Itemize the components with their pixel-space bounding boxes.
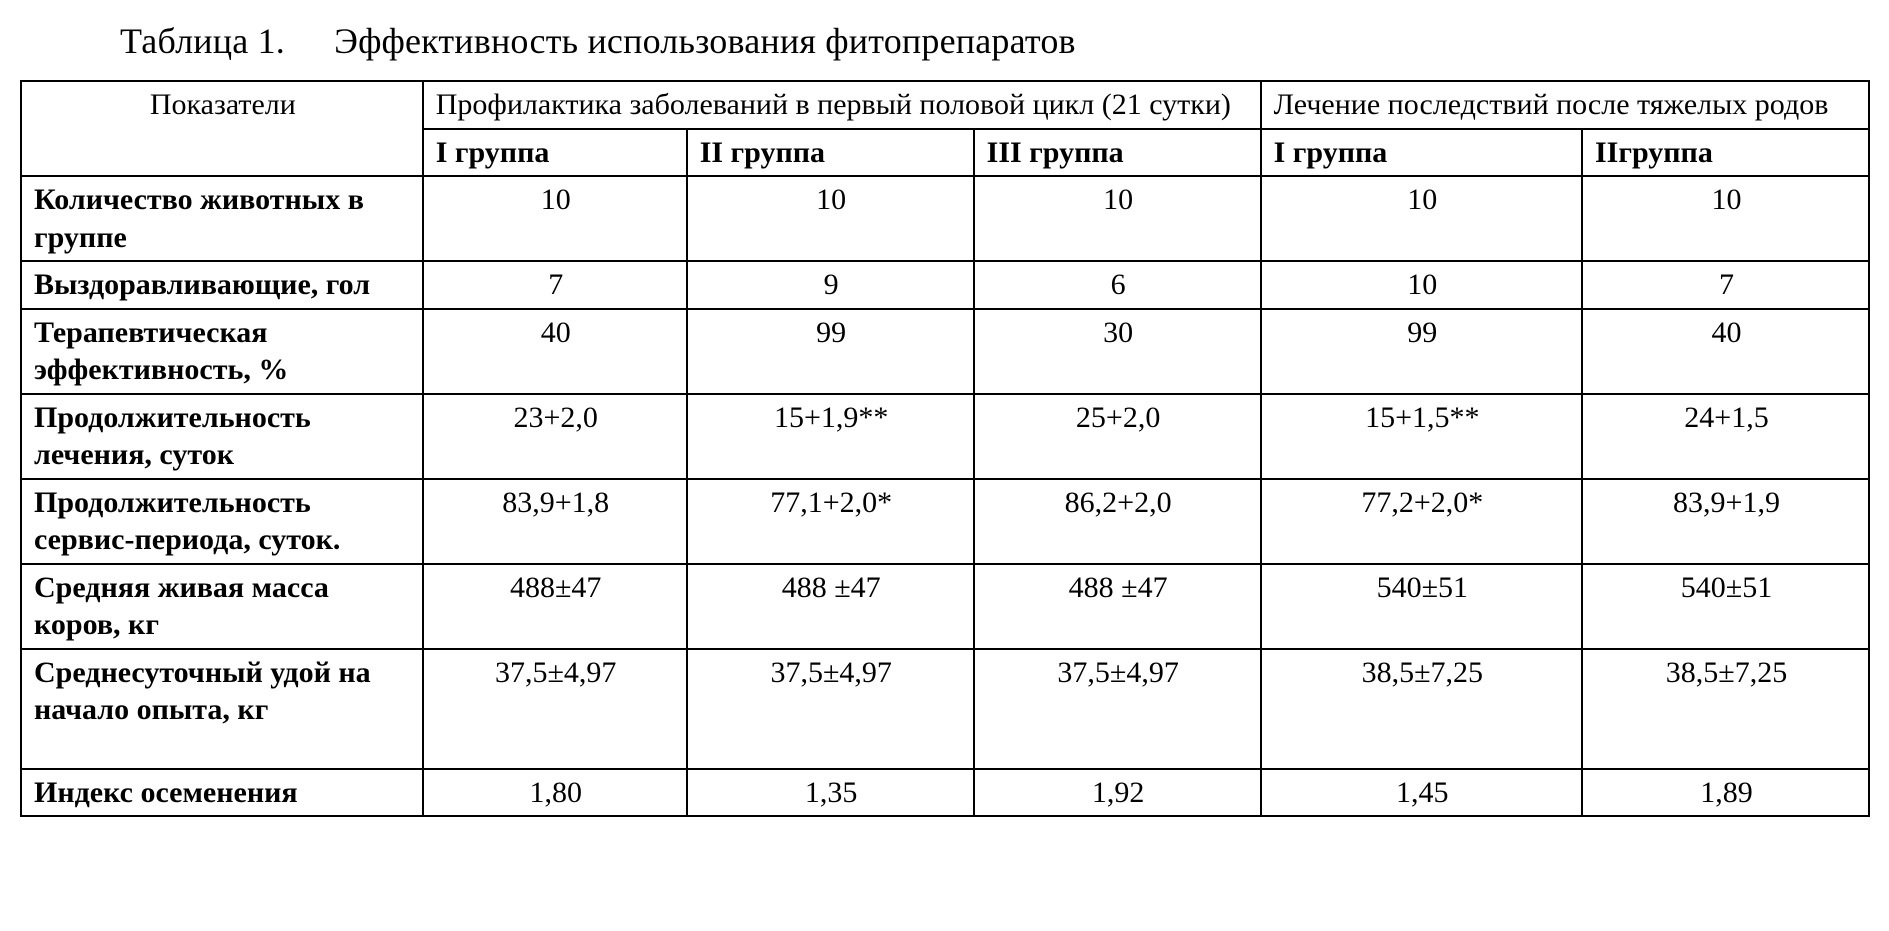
row-value: 10 bbox=[1261, 261, 1582, 309]
table-caption: Таблица 1. Эффективность использования ф… bbox=[120, 20, 1869, 62]
row-value: 7 bbox=[1582, 261, 1869, 309]
row-label: Продолжительность лечения, суток bbox=[21, 394, 423, 479]
row-value: 37,5±4,97 bbox=[423, 649, 687, 769]
row-value: 86,2+2,0 bbox=[974, 479, 1261, 564]
row-value: 23+2,0 bbox=[423, 394, 687, 479]
row-value: 40 bbox=[1582, 309, 1869, 394]
row-value: 24+1,5 bbox=[1582, 394, 1869, 479]
row-value: 1,92 bbox=[974, 769, 1261, 817]
header-group-b: Лечение последствий после тяжелых родов bbox=[1261, 81, 1869, 129]
header-group-a: Профилактика заболеваний в первый полово… bbox=[423, 81, 1261, 129]
row-value: 7 bbox=[423, 261, 687, 309]
row-value: 15+1,9** bbox=[687, 394, 974, 479]
table-row: Продолжительность сервис-периода, суток.… bbox=[21, 479, 1869, 564]
row-value: 99 bbox=[687, 309, 974, 394]
row-value: 37,5±4,97 bbox=[974, 649, 1261, 769]
row-value: 38,5±7,25 bbox=[1582, 649, 1869, 769]
row-value: 540±51 bbox=[1261, 564, 1582, 649]
row-value: 6 bbox=[974, 261, 1261, 309]
row-value: 1,35 bbox=[687, 769, 974, 817]
table-row: Количество животных в группе 10 10 10 10… bbox=[21, 176, 1869, 261]
row-value: 10 bbox=[1261, 176, 1582, 261]
row-value: 77,1+2,0* bbox=[687, 479, 974, 564]
row-label: Терапевтическая эффективность, % bbox=[21, 309, 423, 394]
row-value: 25+2,0 bbox=[974, 394, 1261, 479]
row-label: Продолжительность сервис-периода, суток. bbox=[21, 479, 423, 564]
row-label: Средняя живая масса коров, кг bbox=[21, 564, 423, 649]
data-table: Показатели Профилактика заболеваний в пе… bbox=[20, 80, 1870, 817]
row-value: 10 bbox=[1582, 176, 1869, 261]
row-value: 488±47 bbox=[423, 564, 687, 649]
row-label: Количество животных в группе bbox=[21, 176, 423, 261]
table-header-row-1: Показатели Профилактика заболеваний в пе… bbox=[21, 81, 1869, 129]
row-value: 10 bbox=[974, 176, 1261, 261]
row-value: 38,5±7,25 bbox=[1261, 649, 1582, 769]
header-sub-b1: I группа bbox=[1261, 129, 1582, 177]
row-value: 488 ±47 bbox=[687, 564, 974, 649]
header-sub-a1: I группа bbox=[423, 129, 687, 177]
row-value: 15+1,5** bbox=[1261, 394, 1582, 479]
row-value: 10 bbox=[687, 176, 974, 261]
row-value: 1,89 bbox=[1582, 769, 1869, 817]
header-sub-a3: III группа bbox=[974, 129, 1261, 177]
row-value: 99 bbox=[1261, 309, 1582, 394]
table-row: Индекс осеменения 1,80 1,35 1,92 1,45 1,… bbox=[21, 769, 1869, 817]
row-value: 83,9+1,8 bbox=[423, 479, 687, 564]
header-sub-b2: IIгруппа bbox=[1582, 129, 1869, 177]
table-title: Эффективность использования фитопрепарат… bbox=[334, 21, 1076, 61]
header-indicators: Показатели bbox=[21, 81, 423, 176]
row-value: 83,9+1,9 bbox=[1582, 479, 1869, 564]
row-value: 37,5±4,97 bbox=[687, 649, 974, 769]
row-value: 10 bbox=[423, 176, 687, 261]
table-number: Таблица 1. bbox=[120, 20, 285, 62]
row-value: 9 bbox=[687, 261, 974, 309]
row-value: 77,2+2,0* bbox=[1261, 479, 1582, 564]
table-row: Выздоравливающие, гол 7 9 6 10 7 bbox=[21, 261, 1869, 309]
row-value: 30 bbox=[974, 309, 1261, 394]
table-row: Среднесуточный удой на начало опыта, кг … bbox=[21, 649, 1869, 769]
table-row: Продолжительность лечения, суток 23+2,0 … bbox=[21, 394, 1869, 479]
table-row: Терапевтическая эффективность, % 40 99 3… bbox=[21, 309, 1869, 394]
row-label: Индекс осеменения bbox=[21, 769, 423, 817]
row-value: 488 ±47 bbox=[974, 564, 1261, 649]
table-row: Средняя живая масса коров, кг 488±47 488… bbox=[21, 564, 1869, 649]
row-value: 1,45 bbox=[1261, 769, 1582, 817]
row-value: 1,80 bbox=[423, 769, 687, 817]
row-label: Среднесуточный удой на начало опыта, кг bbox=[21, 649, 423, 769]
header-sub-a2: II группа bbox=[687, 129, 974, 177]
row-label: Выздоравливающие, гол bbox=[21, 261, 423, 309]
row-value: 40 bbox=[423, 309, 687, 394]
row-value: 540±51 bbox=[1582, 564, 1869, 649]
